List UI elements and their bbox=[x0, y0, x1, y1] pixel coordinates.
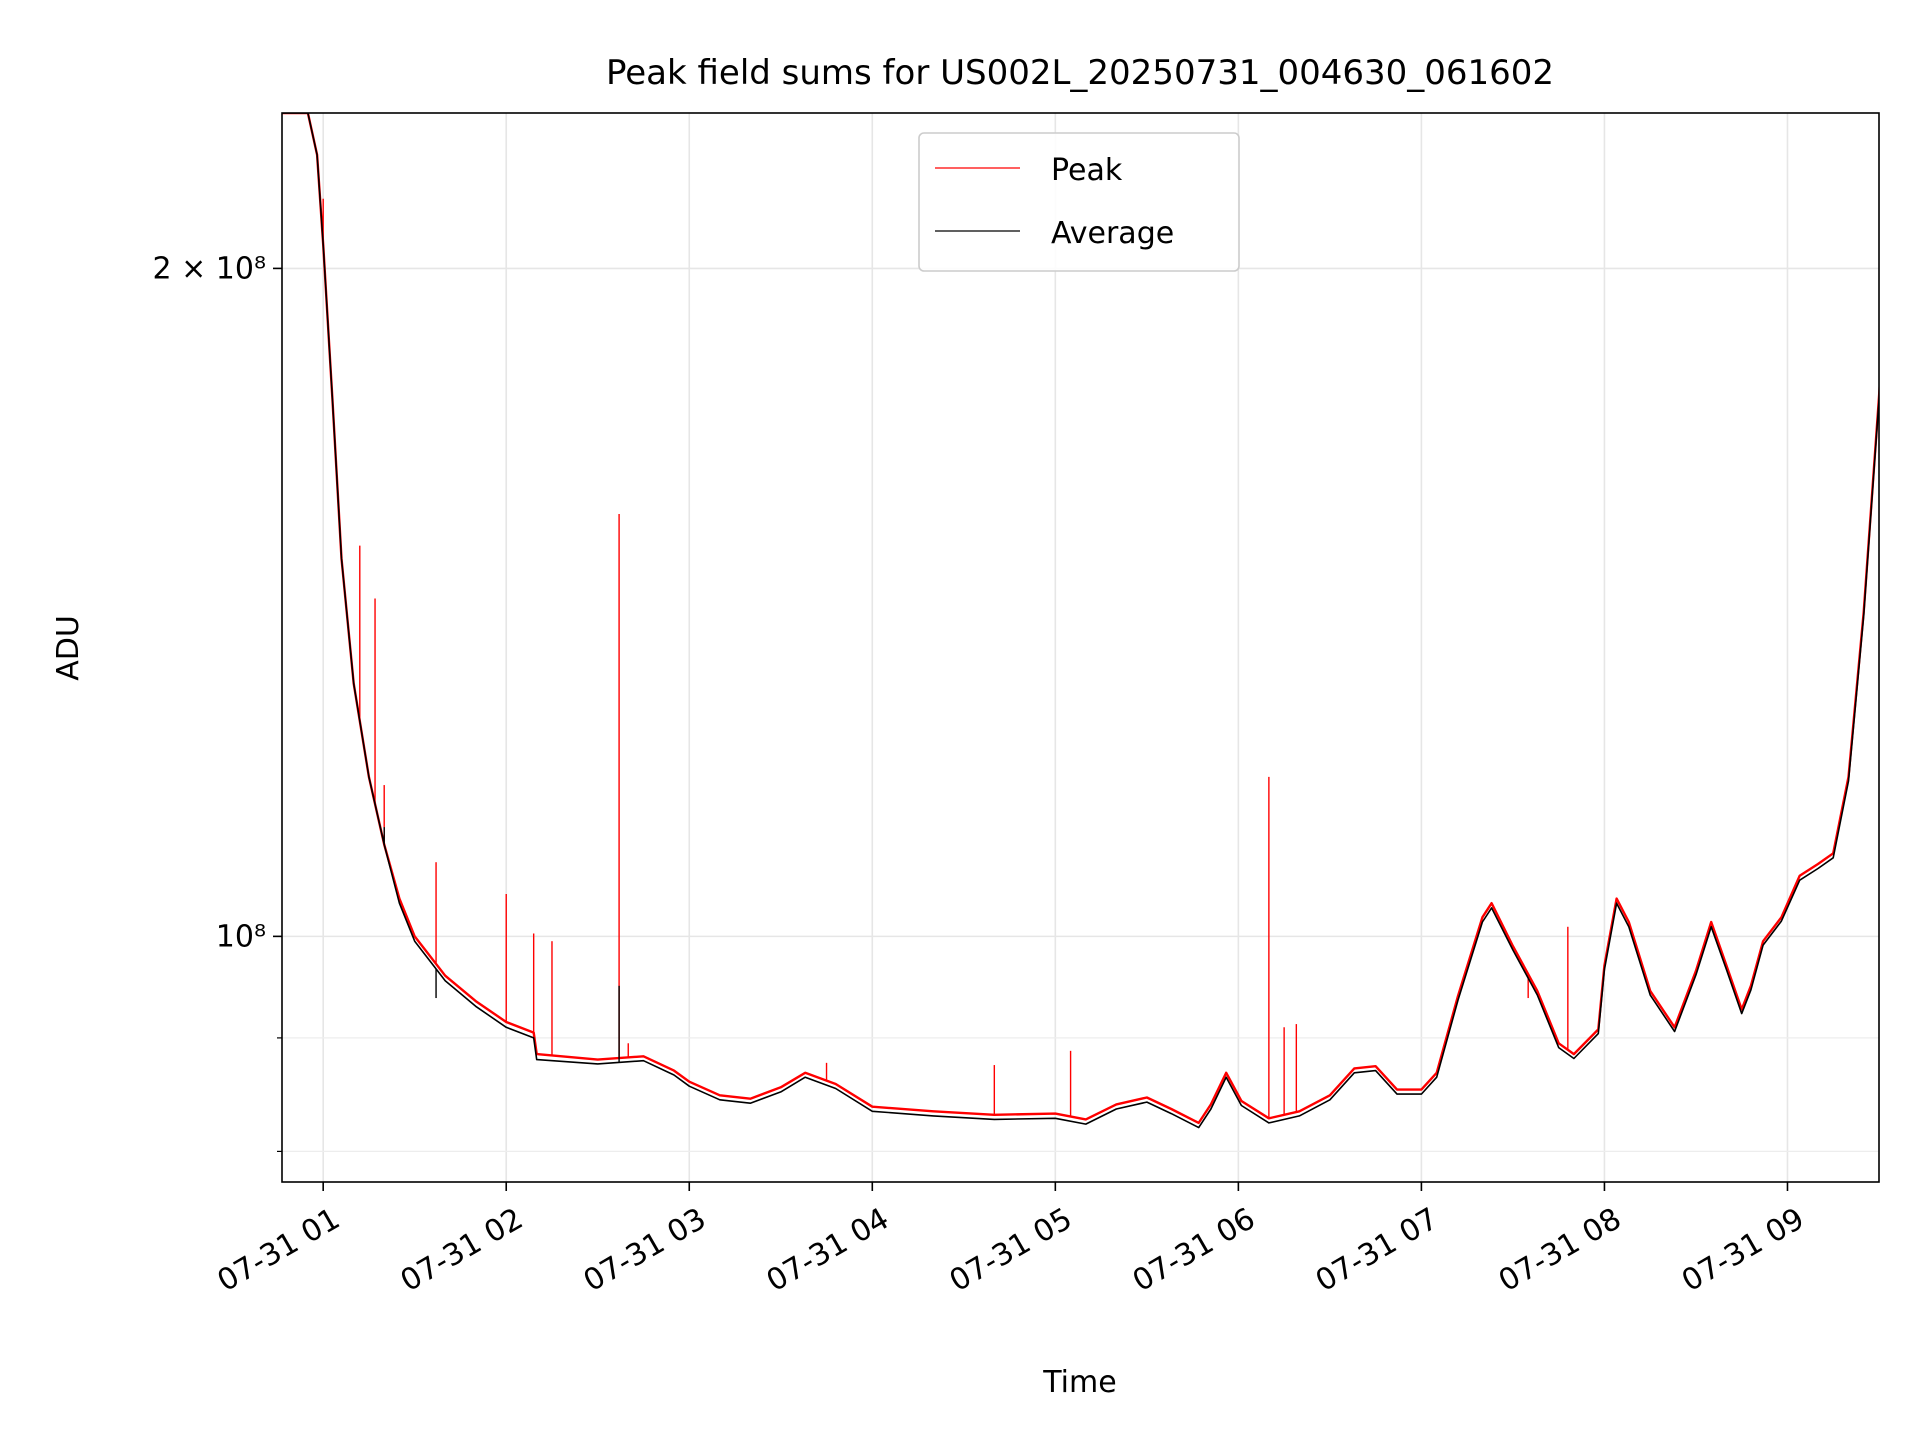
plot-frame bbox=[281, 112, 1880, 1183]
y-tick-label: 10⁸ bbox=[216, 919, 266, 954]
y-tick-label: 2 × 10⁸ bbox=[153, 251, 267, 286]
x-axis-label: Time bbox=[1042, 1365, 1116, 1400]
series-line-average bbox=[282, 113, 1879, 1129]
y-axis-label: ADU bbox=[51, 615, 86, 681]
legend-label-peak: Peak bbox=[1051, 153, 1123, 188]
chart-title: Peak field sums for US002L_20250731_0046… bbox=[606, 53, 1554, 93]
series-layer bbox=[282, 113, 1879, 1129]
y-axis: 10⁸ 2 × 10⁸ bbox=[153, 251, 282, 1153]
series-line-peak bbox=[282, 113, 1879, 1125]
legend: Peak Average bbox=[918, 132, 1240, 272]
legend-label-average: Average bbox=[1051, 216, 1174, 251]
plot-area bbox=[282, 113, 1879, 1182]
